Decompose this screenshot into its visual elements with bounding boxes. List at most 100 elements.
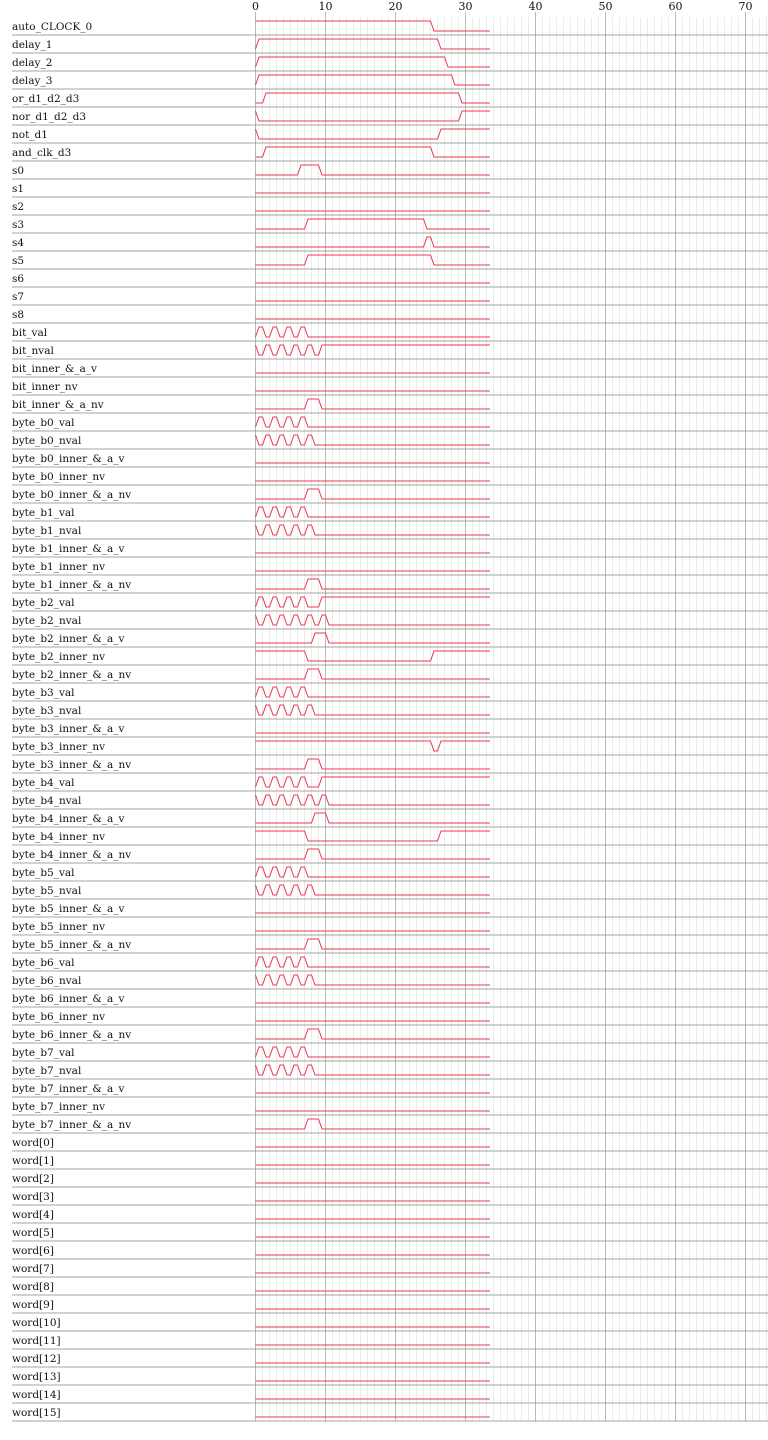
signal-waveform bbox=[255, 146, 490, 158]
signal-row: s5 bbox=[12, 254, 768, 270]
signal-label: byte_b2_inner_&_a_v bbox=[12, 633, 124, 645]
signal-label: byte_b0_nval bbox=[12, 435, 82, 447]
signal-waveform bbox=[255, 38, 490, 50]
signal-row: byte_b3_nval bbox=[12, 704, 768, 720]
signal-label: s5 bbox=[12, 255, 24, 267]
signal-row: byte_b2_val bbox=[12, 596, 768, 612]
signal-waveform bbox=[255, 56, 490, 68]
x-tick-label: 70 bbox=[739, 0, 753, 13]
signal-label: byte_b4_inner_&_a_nv bbox=[12, 849, 131, 861]
signal-row: byte_b2_inner_nv bbox=[12, 650, 768, 666]
signal-label: byte_b3_val bbox=[12, 687, 75, 699]
signal-waveform bbox=[255, 164, 490, 176]
signal-waveform bbox=[255, 596, 490, 608]
signal-label: byte_b4_inner_&_a_v bbox=[12, 813, 124, 825]
signal-waveform bbox=[255, 830, 490, 842]
signal-waveform bbox=[255, 794, 490, 806]
signal-waveform bbox=[255, 398, 490, 410]
signal-waveform bbox=[255, 938, 490, 950]
signal-label: byte_b1_nval bbox=[12, 525, 82, 537]
signal-row: delay_1 bbox=[12, 38, 768, 54]
signal-row: byte_b5_inner_&_a_v bbox=[12, 903, 768, 918]
signal-row: delay_2 bbox=[12, 56, 768, 72]
x-tick-label: 50 bbox=[599, 0, 613, 13]
signal-waveform bbox=[255, 1064, 490, 1076]
signal-row: byte_b0_inner_nv bbox=[12, 471, 768, 486]
signal-row: byte_b7_inner_&_a_nv bbox=[12, 1118, 768, 1134]
x-tick-label: 10 bbox=[319, 0, 333, 13]
signal-row: byte_b6_inner_&_a_v bbox=[12, 993, 768, 1008]
signal-label: word[12] bbox=[12, 1353, 61, 1365]
signal-waveform bbox=[255, 1028, 490, 1040]
signal-row: word[7] bbox=[12, 1263, 768, 1278]
signal-waveform bbox=[255, 128, 490, 140]
signal-label: byte_b6_inner_nv bbox=[12, 1011, 105, 1023]
signal-row: byte_b5_nval bbox=[12, 884, 768, 900]
signal-label: word[1] bbox=[12, 1155, 54, 1167]
signal-row: byte_b1_nval bbox=[12, 524, 768, 540]
signal-label: byte_b6_val bbox=[12, 957, 75, 969]
signal-waveform bbox=[255, 416, 490, 428]
signal-row: byte_b7_val bbox=[12, 1046, 768, 1062]
signal-row: byte_b1_val bbox=[12, 506, 768, 522]
signal-label: word[14] bbox=[12, 1389, 61, 1401]
signal-row: byte_b3_inner_&_a_v bbox=[12, 723, 768, 738]
signal-waveform bbox=[255, 614, 490, 626]
signal-label: byte_b0_inner_nv bbox=[12, 471, 105, 483]
signal-waveform bbox=[255, 740, 490, 752]
signal-row: byte_b5_inner_&_a_nv bbox=[12, 938, 768, 954]
signal-label: word[11] bbox=[12, 1335, 61, 1347]
signal-waveform bbox=[255, 704, 490, 716]
signal-waveform bbox=[255, 776, 490, 788]
signal-row: word[6] bbox=[12, 1245, 768, 1260]
signal-row: byte_b6_inner_&_a_nv bbox=[12, 1028, 768, 1044]
signal-row: byte_b3_inner_&_a_nv bbox=[12, 758, 768, 774]
signal-label: byte_b4_nval bbox=[12, 795, 82, 807]
signal-label: byte_b2_inner_nv bbox=[12, 651, 105, 663]
signal-waveform bbox=[255, 20, 490, 32]
signal-label: byte_b1_inner_&_a_nv bbox=[12, 579, 131, 591]
signal-label: byte_b2_inner_&_a_nv bbox=[12, 669, 131, 681]
signal-row: byte_b7_nval bbox=[12, 1064, 768, 1080]
signal-label: byte_b3_inner_&_a_v bbox=[12, 723, 124, 735]
signal-label: word[15] bbox=[12, 1407, 61, 1419]
signal-label: not_d1 bbox=[12, 129, 48, 141]
signal-label: bit_nval bbox=[12, 345, 55, 357]
signal-label: word[8] bbox=[12, 1281, 54, 1293]
signal-label: byte_b7_inner_&_a_v bbox=[12, 1083, 124, 1095]
signal-row: not_d1 bbox=[12, 128, 768, 144]
signal-row: s6 bbox=[12, 273, 768, 288]
signal-label: byte_b7_inner_&_a_nv bbox=[12, 1119, 131, 1131]
signal-waveform bbox=[255, 506, 490, 518]
signal-label: delay_3 bbox=[12, 75, 52, 87]
signal-label: s2 bbox=[12, 201, 24, 213]
signal-row: bit_inner_&_a_v bbox=[12, 363, 768, 378]
signal-label: s1 bbox=[12, 183, 24, 195]
signal-row: byte_b6_inner_nv bbox=[12, 1011, 768, 1026]
signal-label: delay_2 bbox=[12, 57, 52, 69]
signal-row: byte_b5_inner_nv bbox=[12, 921, 768, 936]
signal-label: byte_b5_inner_nv bbox=[12, 921, 105, 933]
signal-label: byte_b0_inner_&_a_v bbox=[12, 453, 124, 465]
signal-label: byte_b5_val bbox=[12, 867, 75, 879]
signal-row: s8 bbox=[12, 309, 768, 324]
signal-row: delay_3 bbox=[12, 74, 768, 90]
signal-row: bit_inner_&_a_nv bbox=[12, 398, 768, 414]
signal-waveform bbox=[255, 92, 490, 104]
signal-row: word[4] bbox=[12, 1209, 768, 1224]
signal-waveform bbox=[255, 524, 490, 536]
signal-row: byte_b5_val bbox=[12, 866, 768, 882]
signal-label: byte_b0_inner_&_a_nv bbox=[12, 489, 131, 501]
signal-row: word[8] bbox=[12, 1281, 768, 1296]
signal-label: byte_b7_inner_nv bbox=[12, 1101, 105, 1113]
signal-waveform bbox=[255, 326, 490, 338]
signal-label: s8 bbox=[12, 309, 24, 321]
signal-label: s6 bbox=[12, 273, 24, 285]
signal-label: byte_b1_inner_nv bbox=[12, 561, 105, 573]
signal-row: byte_b3_inner_nv bbox=[12, 740, 768, 756]
signal-label: byte_b5_inner_&_a_nv bbox=[12, 939, 131, 951]
signal-row: s4 bbox=[12, 236, 768, 252]
signal-label: bit_inner_nv bbox=[12, 381, 78, 393]
signal-label: word[4] bbox=[12, 1209, 54, 1221]
